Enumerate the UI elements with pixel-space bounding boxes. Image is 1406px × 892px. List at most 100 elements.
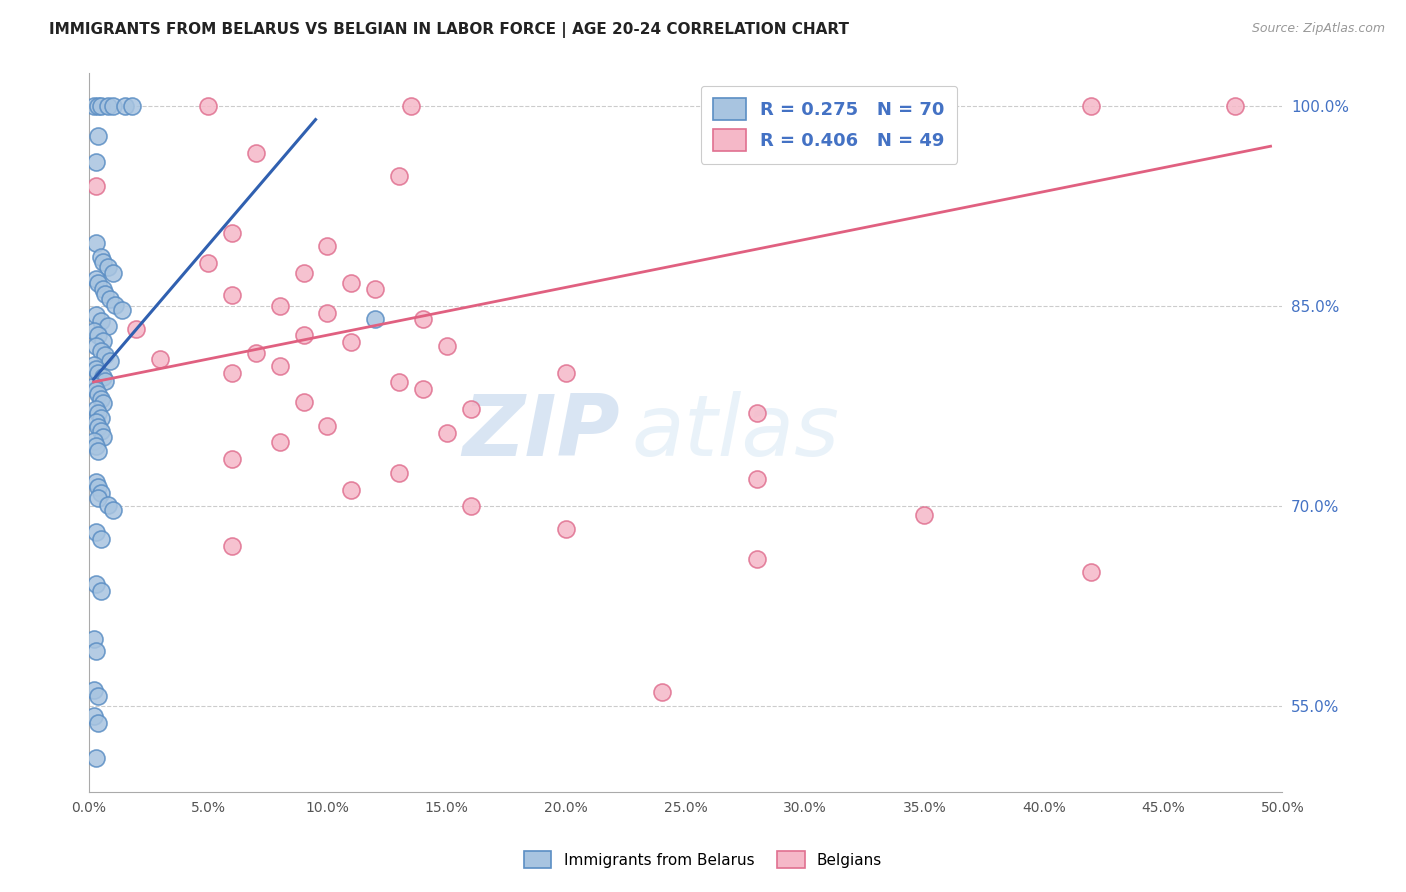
Point (87, 491, 110, 505)
Point (221, 288, 243, 302)
Point (84, 236, 107, 251)
Point (245, 345, 267, 359)
Point (87, 128, 110, 143)
Point (292, 395, 315, 409)
Point (97, 498, 120, 512)
Point (121, 99, 143, 113)
Point (364, 312, 387, 326)
Point (90, 250, 112, 264)
Point (84, 750, 107, 764)
Point (101, 99, 124, 113)
Point (83, 434, 105, 448)
Legend: R = 0.275   N = 70, R = 0.406   N = 49: R = 0.275 N = 70, R = 0.406 N = 49 (700, 86, 957, 164)
Point (84, 309, 107, 323)
Point (91, 334, 114, 348)
Point (292, 266, 315, 280)
Point (388, 169, 411, 183)
Point (90, 485, 112, 500)
Point (101, 503, 124, 517)
Point (83, 358, 105, 372)
Point (245, 145, 267, 160)
Point (84, 401, 107, 416)
Point (747, 552, 769, 566)
Point (104, 298, 127, 312)
Point (83, 709, 105, 723)
Point (747, 472, 769, 486)
Point (94, 287, 117, 301)
Point (1080, 566, 1102, 580)
Point (316, 239, 339, 253)
Point (84, 415, 107, 429)
Point (83, 632, 105, 646)
Point (91, 369, 114, 384)
Point (87, 715, 110, 730)
Point (90, 99, 112, 113)
Point (460, 499, 482, 513)
Point (149, 352, 172, 367)
Point (818, 99, 841, 113)
Point (87, 328, 110, 343)
Point (84, 272, 107, 286)
Point (555, 366, 578, 380)
Point (98, 353, 121, 368)
Point (388, 466, 411, 480)
Point (91, 282, 114, 296)
Point (1223, 99, 1246, 113)
Text: Source: ZipAtlas.com: Source: ZipAtlas.com (1251, 22, 1385, 36)
Point (94, 348, 117, 362)
Point (87, 387, 110, 401)
Point (316, 419, 339, 434)
Point (436, 425, 458, 440)
Text: IMMIGRANTS FROM BELARUS VS BELGIAN IN LABOR FORCE | AGE 20-24 CORRELATION CHART: IMMIGRANTS FROM BELARUS VS BELGIAN IN LA… (49, 22, 849, 38)
Point (340, 334, 363, 349)
Point (87, 690, 110, 704)
Point (388, 375, 411, 389)
Point (90, 392, 112, 407)
Text: atlas: atlas (631, 391, 839, 475)
Point (221, 452, 243, 467)
Point (101, 266, 124, 280)
Point (90, 411, 112, 425)
Point (912, 508, 935, 523)
Point (399, 99, 422, 113)
Point (94, 374, 117, 388)
Point (84, 525, 107, 540)
Point (87, 406, 110, 420)
Point (747, 406, 769, 420)
Point (83, 379, 105, 393)
Point (91, 396, 114, 410)
Point (1080, 99, 1102, 113)
Point (83, 682, 105, 697)
Point (87, 366, 110, 380)
Point (87, 277, 110, 291)
Point (84, 577, 107, 591)
Point (221, 539, 243, 553)
Legend: Immigrants from Belarus, Belgians: Immigrants from Belarus, Belgians (516, 844, 890, 875)
Point (84, 475, 107, 489)
Point (340, 483, 363, 497)
Point (90, 314, 112, 328)
Point (197, 99, 219, 113)
Point (87, 444, 110, 458)
Point (87, 99, 110, 113)
Point (97, 99, 120, 113)
Point (125, 322, 148, 336)
Point (364, 282, 387, 296)
Point (90, 344, 112, 359)
Point (460, 401, 482, 416)
Point (555, 521, 578, 535)
Point (90, 584, 112, 599)
Point (269, 359, 291, 373)
Point (87, 420, 110, 434)
Point (111, 303, 134, 318)
Point (98, 293, 121, 307)
Point (84, 339, 107, 353)
Point (84, 439, 107, 453)
Point (97, 260, 120, 275)
Point (84, 383, 107, 397)
Point (87, 480, 110, 494)
Point (114, 99, 136, 113)
Point (269, 434, 291, 449)
Point (269, 299, 291, 313)
Point (436, 339, 458, 353)
